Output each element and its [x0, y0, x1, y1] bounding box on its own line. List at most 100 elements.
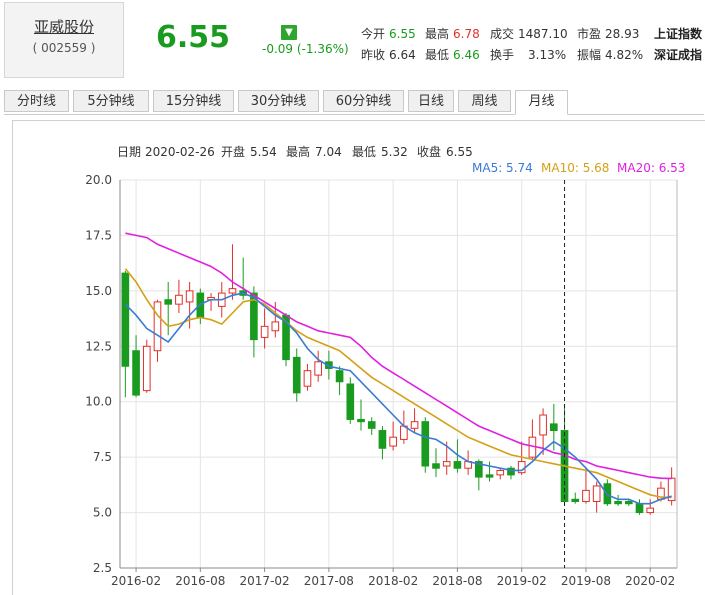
- candle-body: [571, 498, 580, 502]
- candle-body: [314, 361, 322, 376]
- info-date: 2020-02-26: [145, 145, 215, 159]
- quote-header: 亚威股份 ( 002559 ) 6.55 ▼ -0.09 (-1.36%) 今开…: [0, 0, 705, 80]
- candle: [367, 417, 376, 435]
- candle-body: [485, 474, 494, 478]
- volume-field: 成交 1487.10: [490, 25, 568, 42]
- candle-body: [121, 272, 130, 367]
- candle-body: [432, 463, 440, 469]
- y-tick-label: 7.5: [93, 450, 112, 464]
- high-field: 最高 6.78: [425, 25, 480, 42]
- y-tick-label: 2.5: [93, 561, 112, 575]
- ma5-line: [124, 292, 672, 505]
- x-tick-label: 2020-02: [625, 574, 675, 588]
- candle-body: [389, 436, 397, 447]
- stock-code: ( 002559 ): [32, 41, 96, 55]
- candle-body: [175, 294, 183, 305]
- tab-15min[interactable]: 15分钟线: [153, 90, 234, 112]
- candle-body: [132, 350, 140, 396]
- candle-body: [142, 345, 151, 392]
- candle: [142, 339, 151, 393]
- candle-body: [592, 485, 601, 502]
- ma10-legend: MA10: 5.68: [541, 161, 609, 175]
- candle: [346, 377, 355, 424]
- turnover-label: 换手: [490, 48, 515, 62]
- info-date-label: 日期: [117, 145, 141, 159]
- candle: [442, 441, 451, 475]
- candle-body: [325, 361, 333, 369]
- tab-daily[interactable]: 日线: [408, 90, 454, 112]
- candle-body: [164, 299, 173, 305]
- candle-body: [260, 325, 269, 338]
- candle-body: [378, 430, 387, 449]
- candle-body: [667, 477, 676, 502]
- candle-body: [250, 292, 258, 341]
- candle: [528, 419, 537, 460]
- info-high-label: 最高: [286, 144, 310, 159]
- period-tabs: 分时线 5分钟线 15分钟线 30分钟线 60分钟线 日线 周线 月线: [4, 88, 704, 115]
- candle-body: [442, 461, 451, 467]
- volume-label: 成交: [490, 27, 515, 41]
- x-tick-label: 2017-02: [240, 574, 290, 588]
- candle-body: [582, 489, 590, 502]
- open-label: 今开: [361, 27, 386, 41]
- candle: [496, 468, 505, 480]
- candle-body: [346, 383, 355, 420]
- x-tick-label: 2017-08: [304, 574, 354, 588]
- candle-body: [646, 507, 655, 514]
- x-tick-label: 2019-08: [561, 574, 611, 588]
- grid: [120, 179, 677, 569]
- price-change: -0.09 (-1.36%): [262, 42, 349, 56]
- tab-monthly[interactable]: 月线: [515, 90, 568, 115]
- tab-60min[interactable]: 60分钟线: [323, 90, 404, 112]
- candle: [646, 499, 655, 515]
- candle-body: [624, 500, 633, 505]
- y-tick-label: 5.0: [93, 506, 112, 520]
- ma5-legend: MA5: 5.74: [472, 161, 533, 175]
- low-value: 6.46: [453, 48, 480, 62]
- ohlc-info-line: 日期 2020-02-26 开盘 5.54 最高 7.04 最低 5.32 收盘…: [117, 144, 473, 159]
- tab-30min[interactable]: 30分钟线: [238, 90, 319, 112]
- candle: [314, 350, 322, 382]
- candle: [132, 335, 140, 398]
- volume-value: 1487.10: [518, 27, 568, 41]
- x-tick-label: 2018-02: [368, 574, 418, 588]
- info-low: 5.32: [381, 145, 408, 159]
- pe-field: 市盈 28.93: [577, 25, 639, 42]
- candle: [153, 299, 162, 362]
- candle-body: [496, 469, 505, 476]
- amplitude-field: 振幅 4.82%: [577, 46, 643, 63]
- candle: [485, 461, 494, 482]
- candle: [635, 499, 644, 515]
- ma20-line: [125, 232, 672, 480]
- candle: [453, 439, 462, 473]
- amplitude-value: 4.82%: [605, 48, 644, 62]
- candle: [624, 499, 633, 506]
- current-price: 6.55: [156, 20, 231, 55]
- candle: [325, 350, 333, 380]
- candle-body: [185, 290, 194, 303]
- tab-5min[interactable]: 5分钟线: [73, 90, 149, 112]
- stock-name[interactable]: 亚威股份: [33, 18, 94, 36]
- candle-body: [367, 421, 376, 429]
- candle-body: [549, 423, 558, 432]
- stock-name-box[interactable]: 亚威股份 ( 002559 ): [4, 2, 124, 78]
- tab-weekly[interactable]: 周线: [458, 90, 511, 112]
- info-open: 5.54: [250, 145, 277, 159]
- x-tick-label: 2018-08: [432, 574, 482, 588]
- candle-body: [271, 321, 280, 332]
- candle: [389, 421, 397, 451]
- turnover-field: 换手 3.13%: [490, 46, 566, 63]
- y-tick-label: 10.0: [85, 395, 112, 409]
- candle: [592, 481, 601, 513]
- candle: [121, 270, 130, 398]
- tab-timeshare[interactable]: 分时线: [4, 90, 69, 112]
- index-link-sz[interactable]: 深证成指: [654, 48, 703, 62]
- index-link-sh[interactable]: 上证指数: [654, 27, 703, 41]
- info-low-label: 最低: [352, 145, 376, 159]
- candle: [175, 279, 183, 314]
- candle-body: [153, 301, 162, 352]
- turnover-value: 3.13%: [528, 48, 567, 62]
- candle-body: [421, 421, 430, 467]
- info-high: 7.04: [315, 145, 342, 159]
